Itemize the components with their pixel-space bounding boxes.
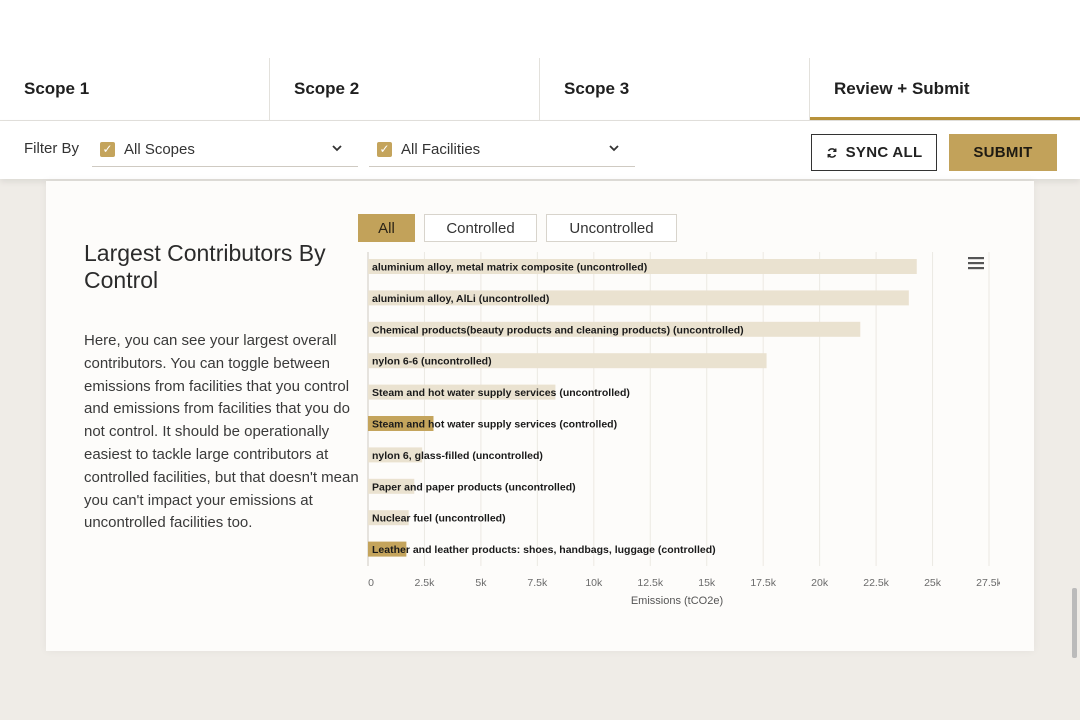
tab-label: Review + Submit (834, 79, 970, 98)
chart-bar[interactable] (368, 541, 407, 557)
chart-bar[interactable] (368, 290, 909, 306)
x-tick-label: 12.5k (637, 577, 663, 589)
scopes-dropdown-label: All Scopes (124, 141, 195, 158)
facilities-checkbox[interactable]: ✓ (377, 142, 392, 157)
x-tick-label: 27.5k (976, 577, 1000, 589)
x-tick-label: 20k (811, 577, 829, 589)
contributors-chart: aluminium alloy, metal matrix composite … (367, 252, 1000, 607)
chart-bar[interactable] (368, 259, 917, 274)
toggle-controlled[interactable]: Controlled (424, 214, 537, 242)
chevron-down-icon (609, 145, 619, 152)
bar-label: Leather and leather products: shoes, han… (372, 544, 716, 556)
facilities-dropdown[interactable]: ✓ All Facilities (369, 133, 635, 167)
scope-tabs: Scope 1 Scope 2 Scope 3 Review + Submit (0, 58, 1080, 121)
chart-menu-icon[interactable] (966, 254, 988, 272)
x-tick-label: 2.5k (415, 577, 436, 589)
bar-label: Chemical products(beauty products and cl… (372, 324, 744, 336)
x-tick-label: 25k (924, 577, 942, 589)
bar-label: nylon 6, glass-filled (uncontrolled) (372, 450, 543, 462)
x-tick-label: 0 (368, 577, 374, 589)
facilities-dropdown-label: All Facilities (401, 141, 481, 158)
chart-bar[interactable] (368, 447, 423, 463)
x-tick-label: 17.5k (750, 577, 776, 589)
sync-all-button[interactable]: SYNC ALL (811, 134, 937, 171)
section-title: Largest Contributors By Control (84, 240, 326, 293)
bar-label: Nuclear fuel (uncontrolled) (372, 513, 506, 525)
chart-bar[interactable] (368, 353, 767, 369)
x-tick-label: 10k (585, 577, 603, 589)
toggle-controlled-label: Controlled (446, 219, 515, 237)
toggle-all[interactable]: All (358, 214, 415, 242)
tab-label: Scope 3 (564, 79, 630, 98)
tab-label: Scope 1 (24, 79, 90, 98)
chevron-down-icon (332, 145, 342, 152)
toggle-all-label: All (378, 219, 395, 237)
bar-label: nylon 6-6 (uncontrolled) (372, 356, 492, 368)
section-description: Here, you can see your largest overall c… (84, 332, 359, 532)
scopes-dropdown[interactable]: ✓ All Scopes (92, 133, 358, 167)
submit-button[interactable]: SUBMIT (949, 134, 1057, 171)
tab-scope-3[interactable]: Scope 3 (540, 58, 810, 120)
sync-icon (827, 147, 837, 158)
tab-label: Scope 2 (294, 79, 360, 98)
x-tick-label: 15k (698, 577, 716, 589)
chart-bar[interactable] (368, 478, 415, 494)
sync-all-label: SYNC ALL (845, 144, 923, 161)
x-axis-title: Emissions (tCO2e) (631, 595, 723, 607)
x-tick-label: 7.5k (527, 577, 548, 589)
bar-label: aluminium alloy, metal matrix composite … (372, 262, 647, 274)
top-blank-area (0, 0, 1080, 58)
chart-bar[interactable] (368, 510, 409, 526)
toggle-uncontrolled-label: Uncontrolled (569, 219, 654, 237)
x-tick-label: 5k (475, 577, 487, 589)
toggle-uncontrolled[interactable]: Uncontrolled (546, 214, 677, 242)
tab-review-submit[interactable]: Review + Submit (810, 58, 1080, 120)
scopes-checkbox[interactable]: ✓ (100, 142, 115, 157)
bar-label: Paper and paper products (uncontrolled) (372, 481, 576, 493)
bar-label: Steam and hot water supply services (con… (372, 419, 617, 431)
bar-label: aluminium alloy, AlLi (uncontrolled) (372, 293, 549, 305)
chart-bar[interactable] (368, 416, 434, 431)
chart-bar[interactable] (368, 321, 861, 337)
scrollbar-thumb[interactable] (1072, 588, 1077, 658)
tab-scope-1[interactable]: Scope 1 (0, 58, 270, 120)
filter-label: Filter By (24, 140, 80, 157)
x-tick-label: 22.5k (863, 577, 889, 589)
chart-bar[interactable] (368, 384, 556, 400)
submit-label: SUBMIT (973, 144, 1033, 161)
tab-scope-2[interactable]: Scope 2 (270, 58, 540, 120)
bar-label: Steam and hot water supply services (unc… (372, 387, 630, 399)
